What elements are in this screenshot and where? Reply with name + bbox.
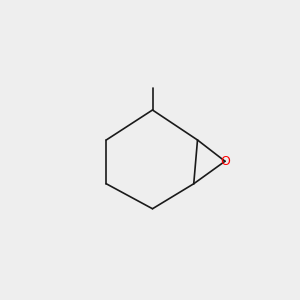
Text: O: O — [220, 155, 230, 168]
